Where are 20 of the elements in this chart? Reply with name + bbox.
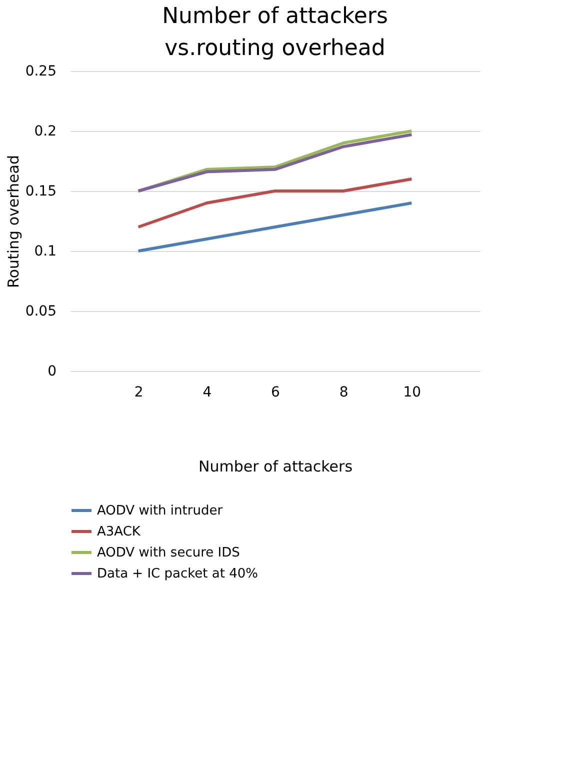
y-tick-label: 0.15 bbox=[25, 184, 56, 200]
y-tick-label: 0.05 bbox=[25, 304, 56, 320]
legend-label: AODV with intruder bbox=[97, 504, 224, 518]
line-series bbox=[136, 202, 414, 252]
line-series bbox=[136, 178, 414, 228]
y-axis-title: Routing overhead bbox=[4, 155, 22, 288]
x-tick-label: 10 bbox=[403, 384, 422, 400]
x-tick-label: 6 bbox=[271, 384, 280, 400]
chart-title: Number of attackers vs.routing overhead bbox=[162, 4, 388, 61]
x-tick-label: 8 bbox=[339, 384, 348, 400]
y-tick-label: 0.2 bbox=[34, 124, 56, 140]
legend-label: A3ACK bbox=[97, 524, 141, 540]
x-tick-label: 2 bbox=[134, 384, 144, 400]
y-tick-label: 0.25 bbox=[25, 64, 56, 80]
y-tick-label: 0.1 bbox=[34, 244, 56, 260]
legend-label: Data + IC packet at 40% bbox=[97, 566, 258, 582]
x-axis-title: Number of attackers bbox=[198, 458, 353, 476]
legend-label: AODV with secure IDS bbox=[97, 546, 240, 560]
x-tick-label: 4 bbox=[202, 384, 212, 400]
y-tick-label: 0 bbox=[48, 364, 56, 380]
